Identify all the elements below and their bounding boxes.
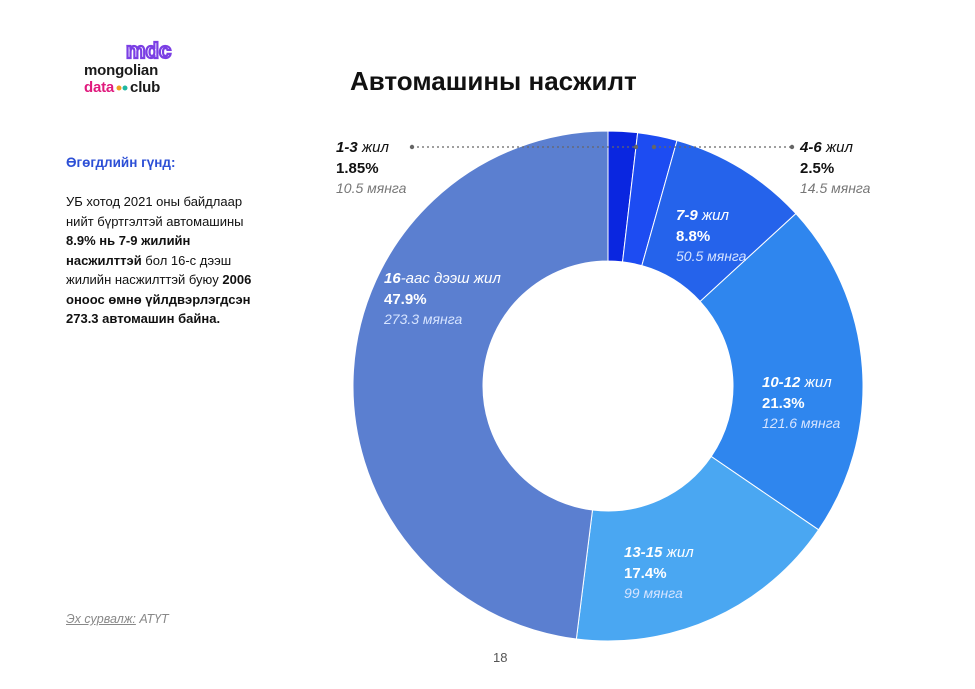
sidebar-body: УБ хотод 2021 оны байдлаар нийт бүртгэлт…: [66, 192, 266, 329]
slice-label-percent-16: 47.9%: [384, 291, 427, 308]
leader-dot-4-6-0: [651, 144, 657, 150]
slice-label-count-7-9: 50.5 мянга: [676, 248, 747, 264]
slice-label-range-16: 16-аас дээш жил: [384, 270, 501, 287]
slice-10-12: [699, 212, 864, 531]
slice-label-count-4-6: 14.5 мянга: [800, 180, 871, 196]
slice-13-15: [575, 455, 820, 642]
slice-label-count-13-15: 99 мянга: [624, 585, 683, 601]
slice-label-range-13-15: 13-15 жил: [624, 544, 694, 561]
sidebar-bold-2: 2006 оноос өмнө үйлдвэрлэгдсэн 273.3 авт…: [66, 272, 252, 326]
leader-dot-1-3-1: [633, 144, 639, 150]
logo-line-data-club: data club: [84, 79, 160, 96]
logo-glyph-text: mdc: [126, 40, 171, 62]
logo-line-mongolian: mongolian: [84, 62, 159, 79]
source-note: Эх сурвалж: АТҮТ: [66, 612, 169, 626]
sidebar-bold-1: 8.9% нь 7-9 жилийн насжилттэй: [66, 233, 191, 268]
logo-word-club: club: [130, 79, 161, 96]
slice-label-percent-10-12: 21.3%: [762, 395, 805, 412]
source-label: Эх сурвалж:: [66, 612, 136, 626]
slice-label-range-4-6: 4-6 жил: [799, 139, 854, 156]
slice-label-count-1-3: 10.5 мянга: [336, 180, 407, 196]
leader-dot-1-3-0: [409, 144, 415, 150]
page-title: Автомашины насжилт: [350, 66, 637, 96]
mdc-logo-icon: mdc: [126, 40, 172, 62]
slice-16: [352, 130, 609, 640]
slice-label-percent-1-3: 1.85%: [336, 160, 379, 177]
logo: mdc mongolian data club: [84, 40, 194, 100]
slice-label-count-16: 273.3 мянга: [383, 311, 462, 327]
sidebar-text-2: бол 16-с дээш жилийн насжилттэй буюу: [66, 252, 232, 288]
slice-label-percent-13-15: 17.4%: [624, 565, 667, 582]
slice-label-range-10-12: 10-12 жил: [762, 374, 832, 391]
sidebar-heading: Өгөгдлийн гүнд:: [66, 155, 176, 170]
slice-label-range-7-9: 7-9 жил: [676, 207, 730, 224]
logo-word-data: data: [84, 79, 115, 96]
leader-dot-4-6-1: [789, 144, 795, 150]
source-value: АТҮТ: [135, 612, 169, 626]
slice-label-count-10-12: 121.6 мянга: [762, 415, 840, 431]
slice-label-percent-7-9: 8.8%: [676, 228, 710, 245]
logo-dots-icon: [116, 85, 128, 91]
slice-label-percent-4-6: 2.5%: [800, 160, 834, 177]
sidebar-text-1: УБ хотод 2021 оны байдлаар нийт бүртгэлт…: [66, 194, 244, 229]
slice-label-range-1-3: 1-3 жил: [336, 139, 390, 156]
page-number: 18: [493, 650, 508, 665]
